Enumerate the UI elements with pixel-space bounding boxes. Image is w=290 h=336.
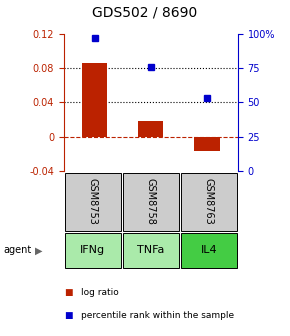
Text: IFNg: IFNg [80, 245, 105, 255]
Text: log ratio: log ratio [81, 288, 119, 297]
Bar [65, 173, 121, 230]
Text: GSM8753: GSM8753 [88, 178, 98, 225]
Bar [65, 233, 121, 268]
Text: ■: ■ [64, 288, 72, 297]
Bar [181, 173, 237, 230]
Text: TNFa: TNFa [137, 245, 164, 255]
Text: GDS502 / 8690: GDS502 / 8690 [93, 5, 197, 19]
Text: IL4: IL4 [200, 245, 217, 255]
Bar [181, 233, 237, 268]
Text: ▶: ▶ [35, 245, 43, 255]
Bar [123, 173, 179, 230]
Text: agent: agent [3, 245, 31, 255]
Text: GSM8758: GSM8758 [146, 178, 156, 225]
Bar [82, 63, 107, 137]
Text: ■: ■ [64, 311, 72, 320]
Text: percentile rank within the sample: percentile rank within the sample [81, 311, 234, 320]
Text: GSM8763: GSM8763 [204, 178, 214, 225]
Bar [138, 121, 164, 137]
Bar [194, 137, 220, 151]
Bar [123, 233, 179, 268]
